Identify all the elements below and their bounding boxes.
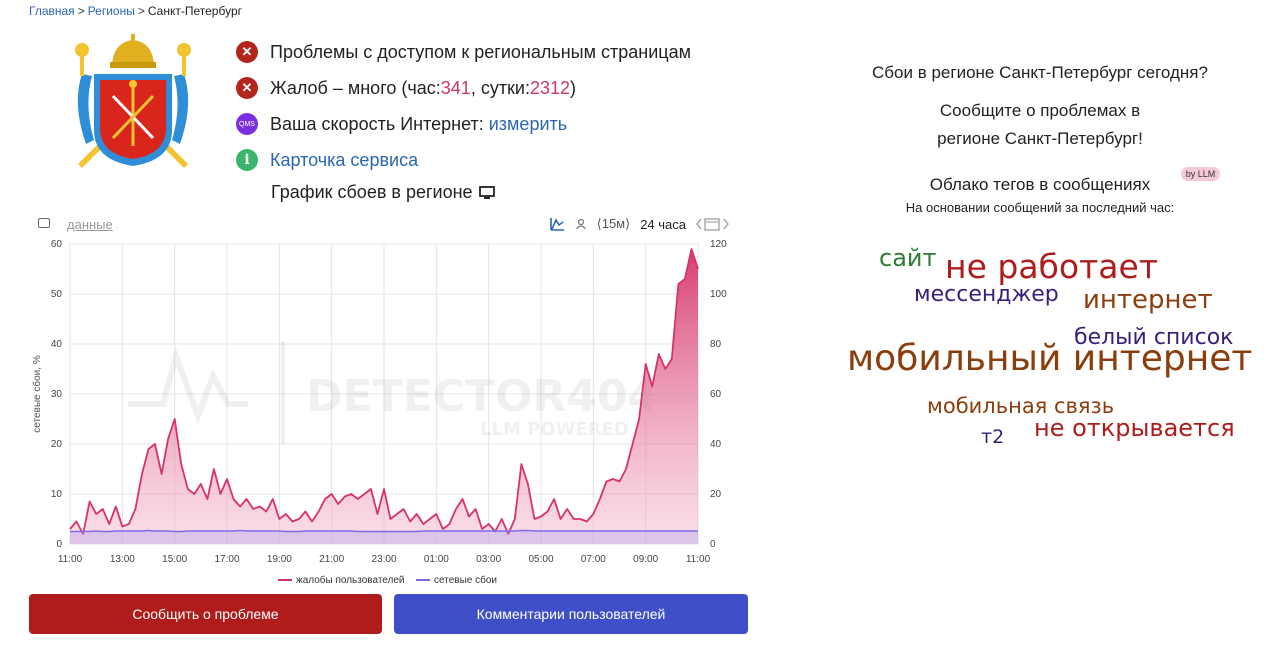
y-right-tick-label: 100 <box>710 289 727 300</box>
y-right-tick-label: 40 <box>710 439 722 450</box>
tag-word[interactable]: белый список <box>1074 325 1234 350</box>
calendar-nav-icon[interactable] <box>696 217 730 231</box>
report-prompt-line1: Сообщите о проблемах в <box>939 101 1141 120</box>
info-icon: i <box>236 149 258 171</box>
speed-label: Ваша скорость Интернет: <box>270 113 489 134</box>
x-tick-label: 15:00 <box>162 554 187 565</box>
status-speed: QMS Ваша скорость Интернет: измерить <box>236 106 691 142</box>
speed-measure-link[interactable]: измерить <box>488 113 568 134</box>
report-prompt-line2: регионе Санкт-Петербург! <box>937 129 1143 148</box>
complaints-hour-count: 341 <box>440 77 471 98</box>
tag-word[interactable]: не открывается <box>1034 414 1235 442</box>
y-right-tick-label: 120 <box>710 239 727 250</box>
watermark-pulse-icon <box>128 346 248 425</box>
y-right-tick-label: 0 <box>710 539 716 550</box>
llm-badge: by LLM <box>1180 167 1221 181</box>
right-panel: Сбои в регионе Санкт-Петербург сегодня? … <box>820 60 1260 215</box>
y-left-tick-label: 60 <box>51 239 63 250</box>
x-tick-label: 11:00 <box>686 554 711 565</box>
y-left-tick-label: 40 <box>51 339 63 350</box>
period-15m-toggle[interactable]: ⟨15м⟩ <box>596 216 631 231</box>
tag-word[interactable]: т2 <box>981 426 1005 448</box>
breadcrumb-regions[interactable]: Регионы <box>87 4 135 18</box>
status-access-text: Проблемы с доступом к региональным стран… <box>270 41 691 62</box>
tag-word[interactable]: мобильная связь <box>927 394 1115 418</box>
legend-complaints-label: жалобы пользователей <box>296 574 405 586</box>
monitor-icon <box>478 185 495 199</box>
watermark-sub-text: LLM POWERED <box>480 419 629 440</box>
x-tick-label: 11:00 <box>58 554 83 565</box>
complaints-area <box>70 249 698 544</box>
network-failures-line <box>70 529 698 533</box>
tag-cloud-subtitle: На основании сообщений за последний час: <box>905 200 1175 215</box>
period-24h-label[interactable]: 24 часа <box>640 216 686 232</box>
graph-title-text: График сбоев в регионе <box>271 182 473 202</box>
status-list: ✕ Проблемы с доступом к региональным стр… <box>236 34 691 178</box>
service-card-link[interactable]: Карточка сервиса <box>270 149 419 170</box>
x-tick-label: 05:00 <box>528 554 553 565</box>
x-tick-label: 13:00 <box>110 554 135 565</box>
tag-cloud-title-text: Облако тегов в сообщениях <box>929 175 1151 194</box>
chart-data-link[interactable]: данные <box>67 217 113 232</box>
breadcrumb-separator: > <box>137 4 145 18</box>
chart-toolbar: данные ⟨15м⟩ 24 часа <box>36 214 736 236</box>
network-failures-area <box>70 530 698 544</box>
complaints-day-count: 2312 <box>530 77 571 98</box>
outage-chart: 0 10 20 30 40 50 60 0 20 40 60 80 100 120 11:00 13:00 15… <box>31 239 727 586</box>
y-left-axis-label: сетевые сбои, % <box>31 355 43 433</box>
tag-word[interactable]: мобильный интернет <box>847 338 1253 379</box>
tag-cloud-title: Облако тегов в сообщениях by LLM <box>929 167 1221 195</box>
error-icon: ✕ <box>236 77 258 99</box>
region-question: Сбои в регионе Санкт-Петербург сегодня? <box>872 63 1208 82</box>
y-left-tick-label: 20 <box>51 439 63 450</box>
report-prompt: Сообщите о проблемах в регионе Санкт-Пет… <box>820 97 1260 153</box>
x-tick-label: 21:00 <box>319 554 344 565</box>
x-tick-label: 19:00 <box>267 554 292 565</box>
x-tick-label: 17:00 <box>214 554 239 565</box>
user-comments-button[interactable]: Комментарии пользователей <box>394 594 748 634</box>
y-right-tick-label: 80 <box>710 339 722 350</box>
y-left-tick-label: 10 <box>51 489 63 500</box>
x-tick-label: 01:00 <box>424 554 449 565</box>
breadcrumb-current: Санкт-Петербург <box>147 4 242 18</box>
status-service-card: i Карточка сервиса <box>236 142 691 178</box>
x-tick-label: 23:00 <box>371 554 396 565</box>
complaints-mid: , сутки: <box>470 77 530 98</box>
complaints-prefix: Жалоб – много (час: <box>270 77 441 98</box>
watermark-logo-text: DETECTOR404 <box>306 371 658 422</box>
breadcrumb-home[interactable]: Главная <box>29 4 75 18</box>
breadcrumb-separator: > <box>77 4 85 18</box>
area-chart-icon[interactable] <box>549 216 565 232</box>
y-right-tick-label: 20 <box>710 489 722 500</box>
x-tick-label: 03:00 <box>476 554 501 565</box>
user-icon[interactable] <box>575 218 587 230</box>
tag-word[interactable]: мессенджер <box>914 282 1059 307</box>
status-complaints: ✕ Жалоб – много (час: 341, сутки: 2312) <box>236 70 691 106</box>
y-left-tick-label: 50 <box>51 289 63 300</box>
graph-title: График сбоев в регионе <box>271 182 495 203</box>
tag-word[interactable]: сайт <box>879 244 937 272</box>
complaints-suffix: ) <box>570 77 577 98</box>
breadcrumb: Главная > Регионы > Санкт-Петербург <box>29 4 242 18</box>
report-problem-button[interactable]: Сообщить о проблеме <box>29 594 382 634</box>
tag-word[interactable]: интернет <box>1083 285 1213 315</box>
camera-icon[interactable] <box>38 218 50 228</box>
x-tick-label: 07:00 <box>581 554 606 565</box>
y-right-tick-label: 60 <box>710 389 722 400</box>
y-left-tick-label: 0 <box>56 539 62 550</box>
legend-network-label: сетевые сбои <box>434 574 497 586</box>
x-tick-label: 09:00 <box>633 554 658 565</box>
tag-word[interactable]: не работает <box>945 247 1159 286</box>
error-icon: ✕ <box>236 41 258 63</box>
complaints-line <box>69 248 699 535</box>
status-access-problem: ✕ Проблемы с доступом к региональным стр… <box>236 34 691 70</box>
y-left-tick-label: 30 <box>51 389 63 400</box>
qms-icon: QMS <box>236 113 258 135</box>
region-coat-of-arms <box>75 34 191 168</box>
